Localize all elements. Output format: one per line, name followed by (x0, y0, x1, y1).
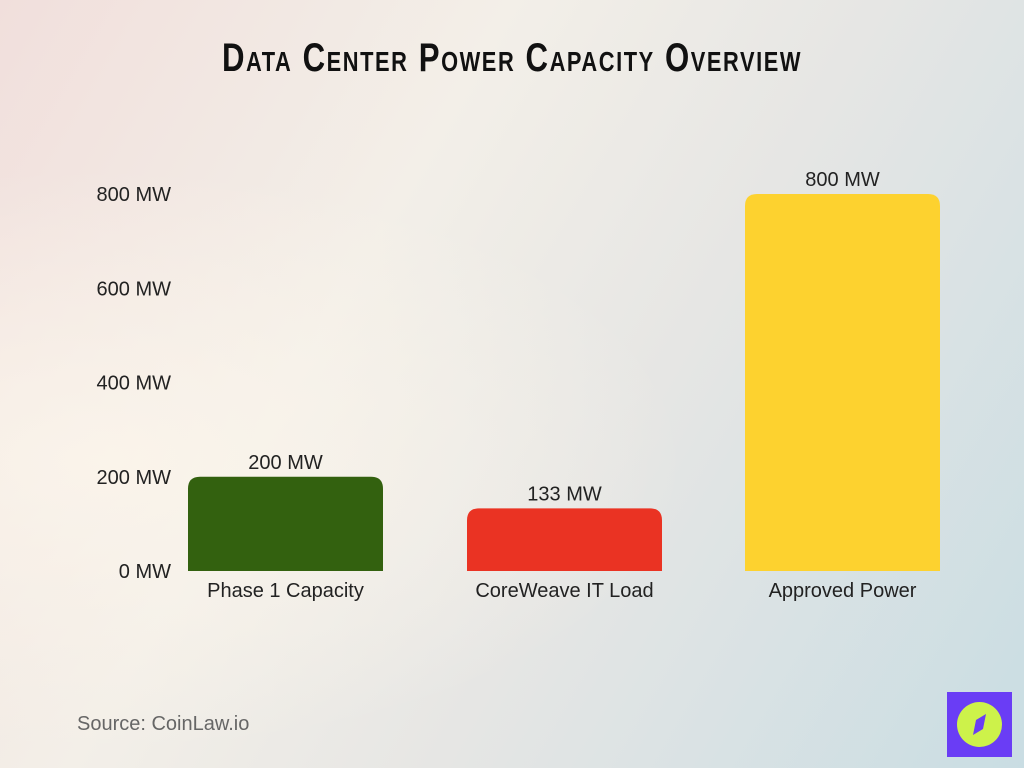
data-label: 800 MW (805, 169, 880, 191)
y-tick-label: 200 MW (97, 467, 172, 489)
y-tick-label: 400 MW (97, 373, 172, 395)
y-tick-label: 600 MW (97, 278, 172, 300)
bar (467, 508, 662, 571)
x-tick-label: Phase 1 Capacity (207, 580, 364, 602)
compass-icon (957, 702, 1002, 747)
logo (947, 692, 1012, 757)
data-label: 200 MW (248, 452, 323, 474)
y-tick-label: 800 MW (97, 184, 172, 206)
data-label: 133 MW (527, 483, 602, 505)
bar (745, 194, 940, 571)
chart-title: Data Center Power Capacity Overview (221, 36, 803, 80)
bar (188, 476, 383, 571)
x-tick-label: CoreWeave IT Load (475, 580, 653, 602)
source-text: Source: CoinLaw.io (77, 713, 250, 735)
y-tick-label: 0 MW (119, 561, 171, 583)
x-tick-label: Approved Power (769, 580, 917, 602)
